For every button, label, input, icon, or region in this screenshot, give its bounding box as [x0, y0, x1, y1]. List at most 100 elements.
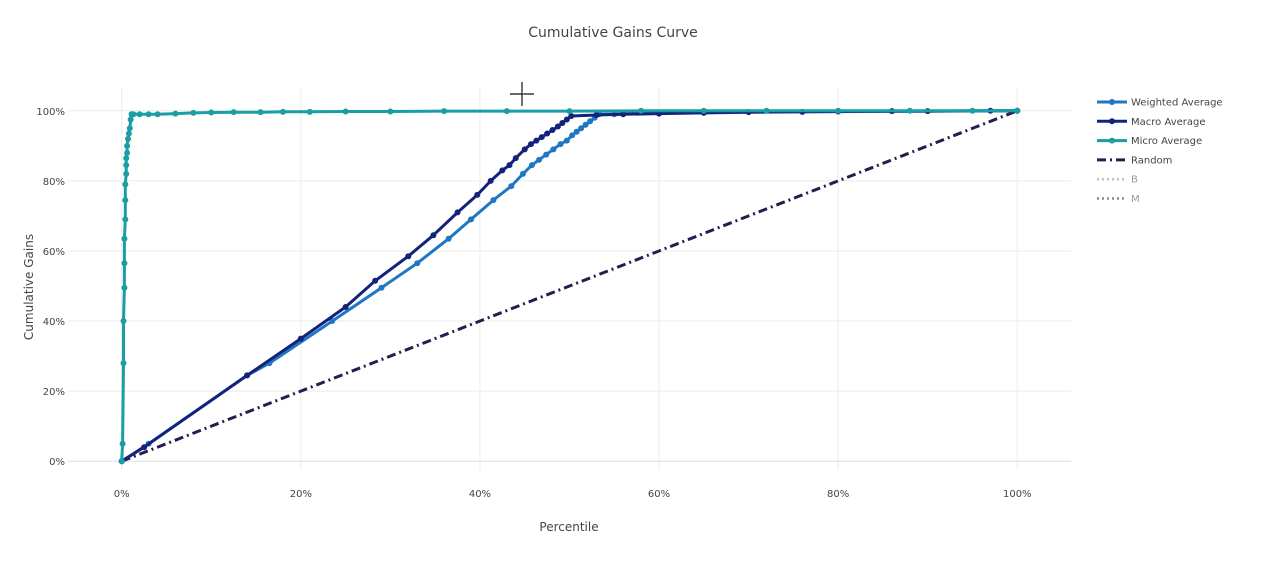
y-tick-label: 0% [49, 457, 65, 468]
data-point[interactable] [490, 197, 497, 204]
data-point[interactable] [519, 170, 526, 177]
data-point[interactable] [118, 458, 125, 465]
data-point[interactable] [441, 108, 448, 115]
data-point[interactable] [512, 155, 519, 162]
data-point[interactable] [620, 111, 627, 118]
data-point[interactable] [125, 135, 132, 142]
data-point[interactable] [414, 260, 421, 267]
data-point[interactable] [124, 142, 131, 149]
data-point[interactable] [503, 108, 510, 115]
legend-item[interactable]: Micro Average [1097, 136, 1202, 147]
data-point[interactable] [122, 197, 129, 204]
data-point[interactable] [550, 146, 557, 153]
legend-item[interactable]: Macro Average [1097, 117, 1206, 128]
data-point[interactable] [587, 118, 594, 125]
data-point[interactable] [543, 151, 550, 158]
legend-label: Macro Average [1131, 117, 1206, 128]
data-point[interactable] [123, 170, 130, 177]
data-point[interactable] [127, 116, 134, 123]
data-point[interactable] [538, 134, 545, 141]
data-point[interactable] [120, 360, 127, 367]
data-point[interactable] [638, 107, 645, 114]
data-point[interactable] [123, 162, 130, 169]
data-point[interactable] [145, 111, 152, 118]
data-point[interactable] [125, 130, 132, 137]
data-point[interactable] [121, 284, 128, 291]
data-point[interactable] [387, 108, 394, 115]
data-point[interactable] [533, 137, 540, 144]
legend-item[interactable]: Random [1097, 155, 1172, 166]
data-point[interactable] [549, 127, 556, 134]
data-point[interactable] [569, 132, 576, 139]
data-point[interactable] [527, 141, 534, 148]
data-point[interactable] [578, 125, 585, 132]
data-point[interactable] [467, 216, 474, 223]
data-point[interactable] [124, 149, 131, 156]
data-point[interactable] [1014, 107, 1021, 114]
plot-area[interactable] [68, 88, 1071, 470]
data-point[interactable] [329, 318, 336, 325]
plot-area-rect[interactable] [68, 88, 1071, 470]
data-point[interactable] [130, 111, 137, 118]
data-point[interactable] [559, 120, 566, 127]
data-point[interactable] [499, 167, 506, 174]
data-point[interactable] [835, 107, 842, 114]
data-point[interactable] [445, 235, 452, 242]
legend-item[interactable]: Weighted Average [1097, 98, 1223, 109]
data-point[interactable] [528, 162, 535, 169]
data-point[interactable] [372, 277, 379, 284]
data-point[interactable] [172, 110, 179, 117]
data-point[interactable] [906, 107, 913, 114]
data-point[interactable] [557, 141, 564, 148]
chart-title: Cumulative Gains Curve [528, 25, 698, 41]
data-point[interactable] [568, 113, 575, 120]
data-point[interactable] [121, 260, 128, 267]
data-point[interactable] [582, 121, 589, 128]
data-point[interactable] [536, 156, 543, 163]
data-point[interactable] [342, 108, 349, 115]
x-tick-label: 100% [1003, 489, 1032, 500]
data-point[interactable] [208, 109, 215, 116]
data-point[interactable] [119, 440, 126, 447]
legend-item[interactable]: M [1097, 194, 1140, 205]
data-point[interactable] [230, 109, 237, 116]
data-point[interactable] [190, 109, 197, 116]
series-line[interactable] [121, 109, 1018, 463]
data-point[interactable] [123, 155, 130, 162]
data-point[interactable] [136, 111, 143, 118]
data-point[interactable] [573, 128, 580, 135]
data-point[interactable] [244, 372, 251, 379]
data-point[interactable] [122, 216, 129, 223]
x-axis-title: Percentile [539, 520, 598, 534]
legend-item[interactable]: B [1097, 175, 1138, 186]
data-point[interactable] [141, 444, 148, 451]
data-point[interactable] [297, 335, 304, 342]
data-point[interactable] [487, 177, 494, 184]
data-point[interactable] [508, 183, 515, 190]
data-point[interactable] [120, 318, 127, 325]
data-point[interactable] [122, 181, 129, 188]
data-point[interactable] [279, 108, 286, 115]
data-point[interactable] [257, 109, 264, 116]
data-point[interactable] [700, 107, 707, 114]
data-point[interactable] [566, 108, 573, 115]
data-point[interactable] [563, 137, 570, 144]
data-point[interactable] [593, 111, 600, 118]
data-point[interactable] [306, 108, 313, 115]
data-point[interactable] [563, 116, 570, 123]
data-point[interactable] [126, 125, 133, 132]
data-point[interactable] [454, 209, 461, 216]
data-point[interactable] [554, 123, 561, 130]
data-point[interactable] [154, 111, 161, 118]
data-point[interactable] [405, 253, 412, 260]
data-point[interactable] [121, 235, 128, 242]
data-point[interactable] [430, 232, 437, 239]
data-point[interactable] [969, 107, 976, 114]
data-point[interactable] [521, 146, 528, 153]
data-point[interactable] [378, 284, 385, 291]
data-point[interactable] [474, 191, 481, 198]
data-point[interactable] [506, 162, 513, 169]
data-point[interactable] [544, 130, 551, 137]
data-point[interactable] [342, 304, 349, 311]
data-point[interactable] [763, 107, 770, 114]
